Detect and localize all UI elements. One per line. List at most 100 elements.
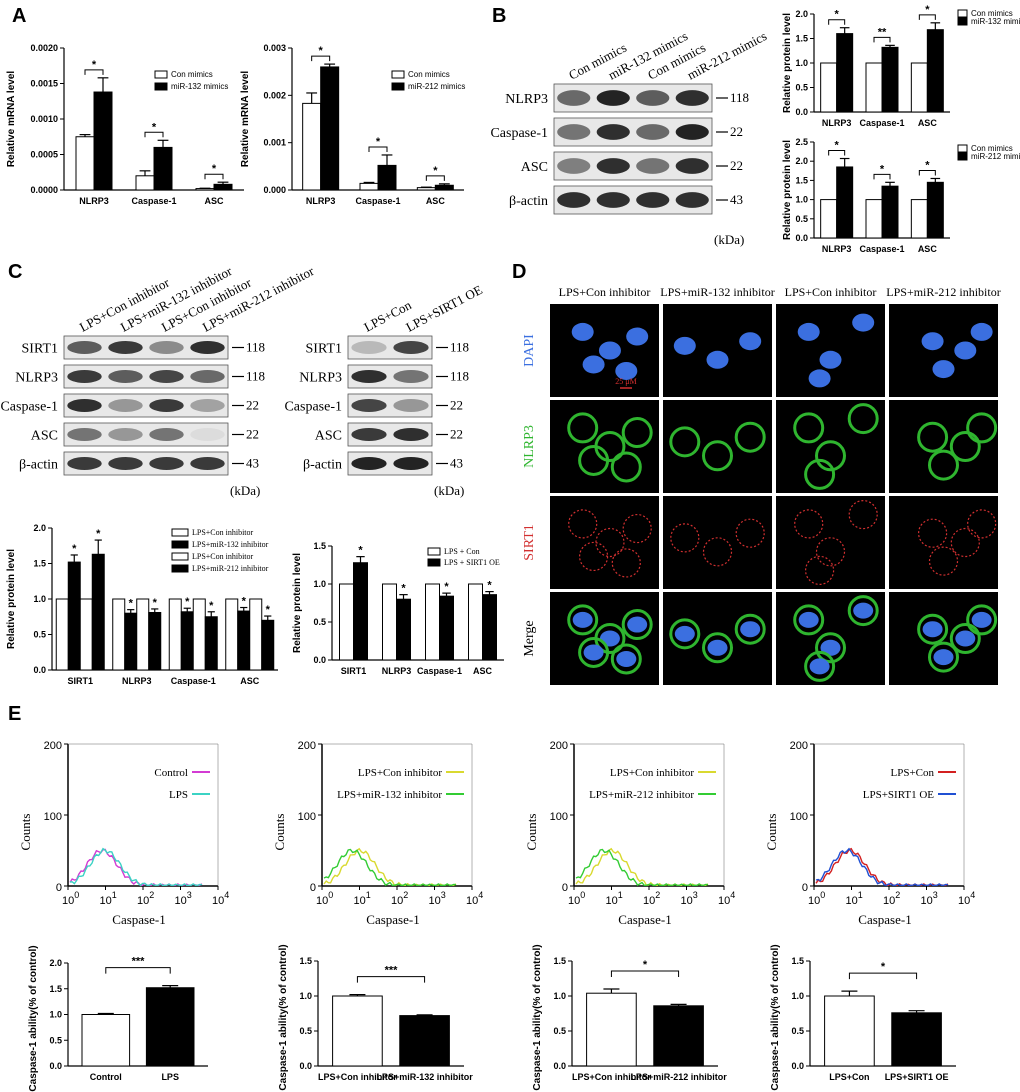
legend-label: LPS + SIRT1 OE: [444, 558, 500, 567]
protein-band: [351, 370, 387, 383]
bar: [382, 583, 397, 661]
y-tick-label: 0.0: [49, 1061, 62, 1071]
y-tick-label: 0.5: [791, 1026, 804, 1036]
x-tick-label: 102: [883, 890, 900, 907]
cell-sirt1: [702, 537, 733, 567]
row-label: ASC: [315, 429, 342, 444]
row-label: NLRP3: [522, 425, 537, 468]
protein-band: [108, 370, 143, 383]
cell-sirt1: [670, 523, 700, 553]
cell-nlrp3: [966, 412, 998, 444]
nucleus: [852, 313, 875, 332]
legend-label: LPS+miR-132 inhibitor: [192, 540, 269, 549]
x-tick-label: 101: [606, 890, 623, 907]
row-label: ASC: [31, 429, 58, 444]
cell-merge-nucleus: [572, 611, 593, 628]
kda-unit: (kDa): [434, 483, 464, 498]
bar: [339, 583, 354, 661]
chart-a1: 0.0000 0.0005 0.0010 0.0015 0.0020 Relative m…: [6, 43, 244, 206]
y-axis-label: Caspase-1 ability(% of control): [532, 944, 543, 1090]
x-tick-label: NLRP3: [79, 196, 109, 206]
nucleus: [626, 327, 649, 346]
significance-mark: **: [878, 26, 887, 38]
bar: [79, 598, 93, 671]
protein-band: [393, 457, 429, 470]
x-axis-label: Caspase-1: [112, 912, 165, 927]
y-axis-label: Counts: [272, 814, 287, 851]
chart-e5: 0.0 0.5 1.0 1.5 2.0 Caspase-1 ability(% of co…: [28, 945, 208, 1092]
protein-band: [149, 399, 184, 412]
y-tick-label: 0.000: [263, 185, 286, 195]
cell-merge-ring: [966, 604, 998, 636]
x-tick-label: ASC: [918, 118, 938, 128]
nucleus: [819, 350, 842, 369]
cell-nlrp3: [702, 440, 733, 472]
bar: [820, 62, 838, 113]
bar: [153, 146, 173, 191]
y-tick-label: 1.5: [33, 559, 46, 569]
bar: [836, 166, 854, 239]
significance-bracket: [311, 55, 331, 62]
protein-band: [393, 399, 429, 412]
y-tick-label: 1.0: [791, 991, 804, 1001]
bar: [439, 595, 454, 661]
cell-merge-nucleus: [740, 621, 761, 638]
cell-merge-nucleus: [707, 639, 728, 656]
bar: [482, 594, 497, 661]
cell-sirt1: [928, 546, 959, 576]
cell-sirt1: [622, 513, 652, 544]
x-tick-label: Control: [90, 1072, 122, 1082]
micrograph-tile: [776, 496, 885, 589]
kda-value: 43: [450, 456, 463, 471]
histogram-trace: [815, 847, 949, 887]
cell-sirt1: [815, 537, 846, 567]
x-tick-label: 101: [100, 890, 117, 907]
cell-merge-ring: [567, 604, 599, 636]
x-tick-label: ASC: [473, 666, 493, 676]
significance-mark: *: [129, 598, 134, 610]
chart-c1: 0.0 0.5 1.0 1.5 2.0 Relative protein level SIR…: [6, 523, 278, 686]
x-tick-label: LPS: [161, 1072, 179, 1082]
row-label: Caspase-1: [284, 400, 342, 415]
legend-swatch: [171, 540, 189, 549]
legend-label: miR-212 mimics: [408, 82, 465, 91]
cell-merge-nucleus: [809, 658, 830, 675]
cell-merge-ring: [578, 636, 610, 668]
row-label: β-actin: [509, 194, 548, 209]
kda-value: 22: [246, 398, 259, 413]
significance-mark: *: [96, 528, 101, 540]
cell-nlrp3: [847, 403, 879, 435]
cell-merge-ring: [610, 643, 642, 675]
panel-letter-d: D: [512, 261, 526, 283]
significance-mark: *: [835, 140, 840, 152]
y-tick-label: 1.5: [299, 956, 312, 966]
y-tick-label: 0.0000: [30, 185, 58, 195]
row-label: NLRP3: [505, 92, 548, 107]
y-axis-label: Caspase-1 ability(% of control): [278, 944, 289, 1090]
chart-c2: 0.0 0.5 1.0 1.5 Relative protein level SIRT1 *…: [292, 541, 504, 676]
bar: [865, 62, 883, 113]
row-label: NLRP3: [15, 371, 58, 386]
legend-label: Con mimics: [971, 9, 1013, 18]
kda-value: 43: [246, 456, 259, 471]
bar: [225, 598, 239, 671]
x-tick-label: 101: [846, 890, 863, 907]
bar: [468, 583, 483, 661]
legend-swatch: [171, 564, 189, 573]
y-tick-label: 2.0: [49, 958, 62, 968]
blot-strip: [63, 364, 229, 389]
x-tick-label: Caspase-1: [859, 118, 904, 128]
legend-label: Con mimics: [971, 144, 1013, 153]
y-tick-label: 1.0: [33, 594, 46, 604]
cell-nlrp3: [917, 421, 949, 453]
x-axis-label: Caspase-1: [618, 912, 671, 927]
protein-band: [557, 124, 591, 140]
significance-bracket: [873, 36, 891, 43]
lane-header: LPS+SIRT1 OE: [403, 282, 484, 335]
cell-merge-ring: [815, 632, 846, 664]
protein-band: [190, 428, 225, 441]
cell-merge-nucleus: [955, 630, 976, 647]
cell-nlrp3: [578, 444, 610, 476]
